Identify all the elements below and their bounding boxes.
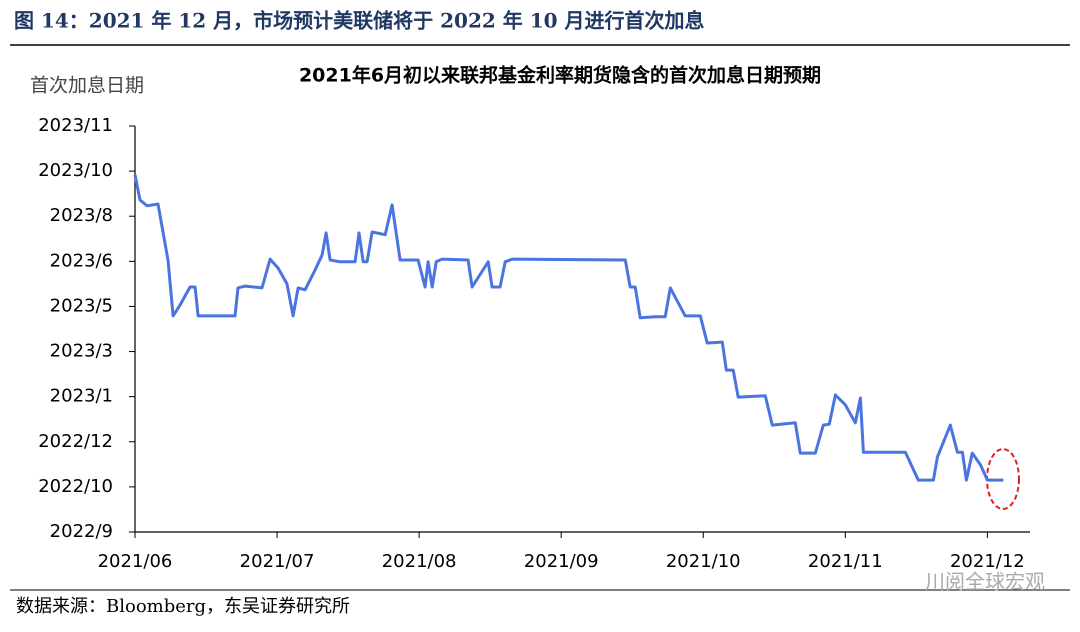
y-tick-label: 2022/10 bbox=[38, 476, 113, 497]
x-tick-label: 2021/11 bbox=[808, 551, 883, 572]
x-tick-label: 2021/12 bbox=[950, 551, 1025, 572]
y-tick-label: 2023/5 bbox=[50, 295, 113, 316]
series-line bbox=[133, 174, 1004, 482]
y-tick-label: 2023/11 bbox=[38, 115, 113, 136]
x-tick-label: 2021/07 bbox=[240, 551, 315, 572]
y-tick-label: 2023/6 bbox=[50, 250, 113, 271]
figure-title: 图 14：2021 年 12 月，市场预计美联储将于 2022 年 10 月进行… bbox=[14, 9, 705, 33]
y-tick-label: 2023/3 bbox=[50, 341, 113, 362]
y-tick-label: 2023/8 bbox=[50, 205, 113, 226]
y-tick-label: 2023/10 bbox=[38, 160, 113, 181]
y-axis-label: 首次加息日期 bbox=[30, 75, 144, 97]
y-tick-label: 2022/9 bbox=[50, 521, 113, 542]
source: 数据来源：Bloomberg，东吴证券研究所 bbox=[16, 596, 350, 617]
y-tick-label: 2022/12 bbox=[38, 431, 113, 452]
y-tick-label: 2023/1 bbox=[50, 386, 113, 407]
x-tick-label: 2021/10 bbox=[666, 551, 741, 572]
watermark: 川阅全球宏观 bbox=[925, 570, 1045, 594]
x-tick-label: 2021/09 bbox=[524, 551, 599, 572]
x-tick-label: 2021/08 bbox=[382, 551, 457, 572]
x-tick-label: 2021/06 bbox=[98, 551, 173, 572]
chart-title: 2021年6月初以来联邦基金利率期货隐含的首次加息日期预期 bbox=[299, 64, 821, 87]
